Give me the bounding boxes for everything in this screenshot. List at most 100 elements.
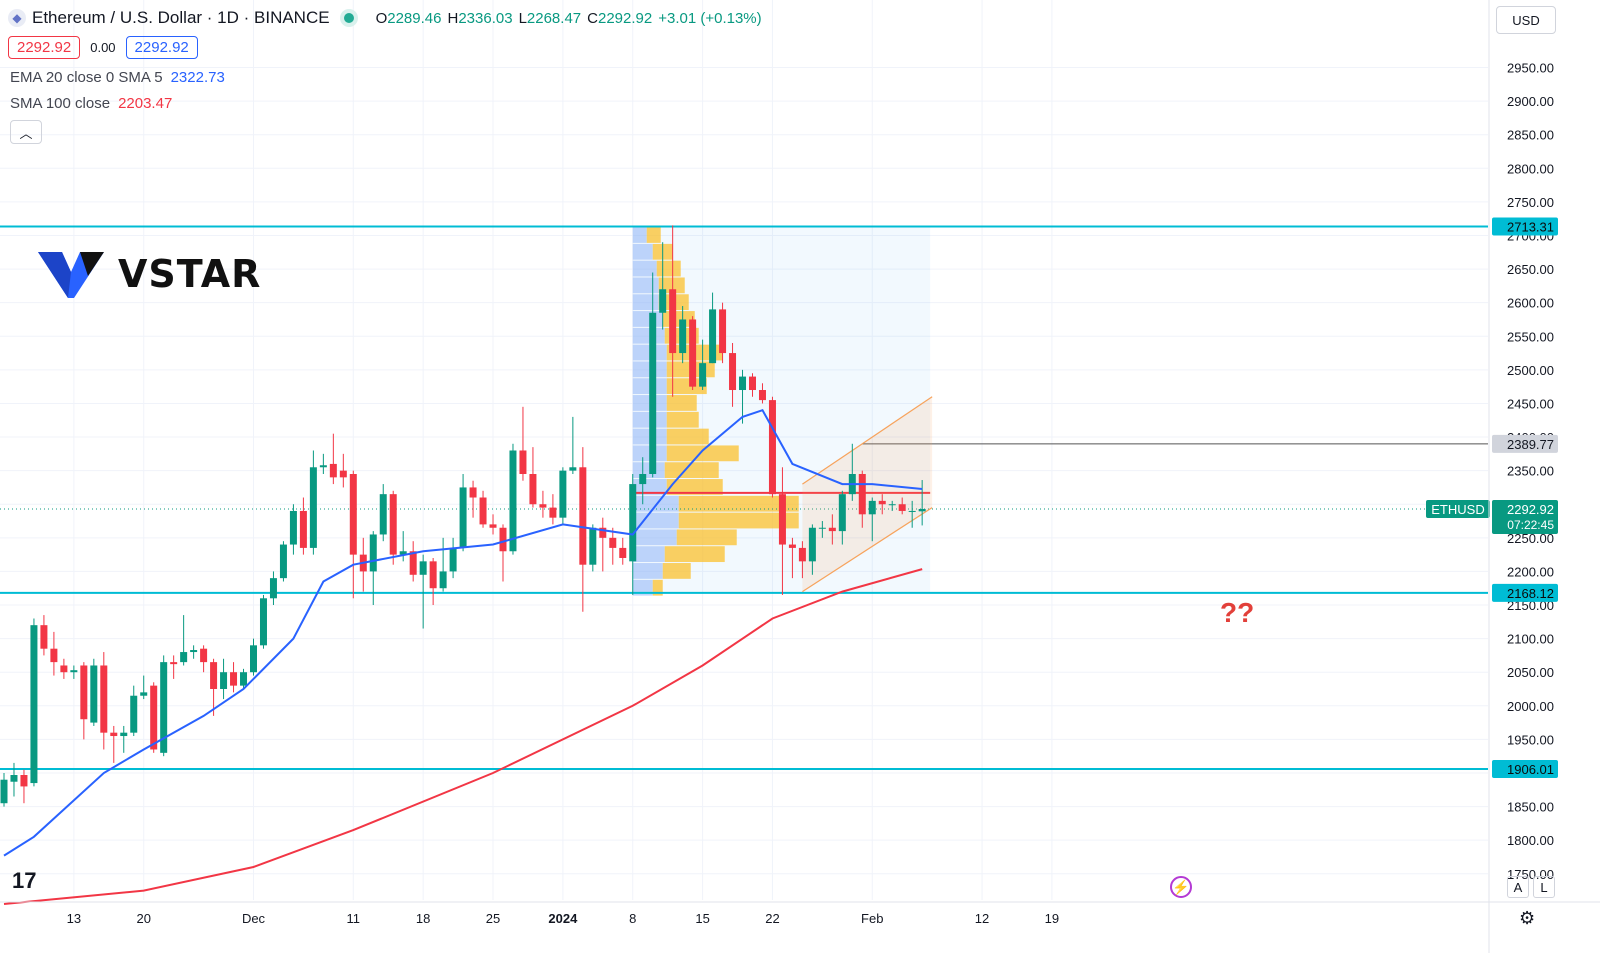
candle-body — [619, 547, 627, 558]
candle-body — [529, 474, 537, 505]
volume-profile-up-bar — [632, 227, 647, 243]
buy-button[interactable]: 2292.92 — [125, 36, 198, 59]
currency-selector[interactable]: USD — [1496, 6, 1556, 34]
volume-profile-up-bar — [632, 311, 663, 327]
candle-body — [250, 645, 257, 673]
price-tick-label: 1800.00 — [1507, 833, 1554, 848]
gear-icon[interactable]: ⚙ — [1519, 908, 1536, 928]
volume-profile-down-bar — [666, 479, 723, 495]
time-tick-label: 18 — [416, 911, 430, 926]
volume-profile-down-bar — [678, 495, 799, 512]
time-tick-label: 22 — [765, 911, 779, 926]
candle-body — [140, 692, 148, 696]
candle-body — [868, 500, 876, 515]
candle-body — [90, 665, 98, 723]
level-price-tag: 2713.31 — [1507, 220, 1554, 235]
price-tick-label: 2750.00 — [1507, 195, 1554, 210]
volume-profile-down-bar — [666, 445, 739, 462]
flash-icon[interactable]: ⚡ — [1170, 876, 1192, 898]
open-value: 2289.46 — [387, 9, 442, 27]
candle-body — [349, 474, 357, 555]
candle-body — [709, 309, 717, 364]
candle-body — [778, 494, 786, 545]
high-value: 2336.03 — [458, 9, 513, 27]
candle-body — [898, 504, 906, 511]
candle-body — [319, 465, 327, 468]
candle-body — [180, 652, 188, 663]
auto-scale-button[interactable]: A — [1507, 876, 1529, 898]
candle-body — [339, 470, 347, 478]
symbol-tag: ETHUSD — [1431, 502, 1484, 517]
price-tick-label: 2850.00 — [1507, 128, 1554, 143]
level-price-tag: 2168.12 — [1507, 586, 1554, 601]
candle-body — [110, 732, 118, 737]
price-tick-label: 2800.00 — [1507, 161, 1554, 176]
candle-body — [379, 494, 387, 535]
symbol-title[interactable]: Ethereum / U.S. Dollar · 1D · BINANCE — [32, 8, 330, 27]
ethereum-icon: ◆ — [8, 9, 26, 27]
channel-upper-line — [802, 396, 933, 485]
candle-body — [60, 665, 68, 673]
last-price-tag: 2292.92 — [1507, 502, 1554, 517]
candle-body — [858, 474, 866, 515]
candle-body — [30, 625, 38, 784]
candle-body — [299, 510, 307, 548]
price-tick-label: 1850.00 — [1507, 800, 1554, 815]
time-tick-label: Dec — [242, 911, 266, 926]
candle-body — [160, 662, 168, 753]
candle-body — [439, 571, 447, 589]
indicator-sma[interactable]: SMA 100 close 2203.47 — [10, 95, 172, 112]
time-tick-label: 13 — [67, 911, 81, 926]
candle-body — [659, 289, 667, 313]
candle-body — [639, 474, 647, 485]
candle-body — [10, 775, 18, 782]
price-tick-label: 2600.00 — [1507, 296, 1554, 311]
bar-countdown-tag: 07:22:45 — [1507, 518, 1554, 532]
market-status-dot[interactable] — [343, 13, 354, 23]
indicator-ema-value: 2322.73 — [170, 69, 225, 86]
price-tick-label: 1950.00 — [1507, 732, 1554, 747]
volume-profile-up-bar — [632, 495, 679, 512]
sma-line — [3, 568, 923, 905]
tradingview-logo-icon[interactable]: 17 — [12, 868, 37, 893]
price-channel — [802, 396, 933, 593]
volume-profile-up-bar — [632, 462, 665, 479]
chart-legend: ◆ Ethereum / U.S. Dollar · 1D · BINANCE … — [8, 6, 762, 30]
candle-body — [100, 665, 108, 733]
candle-body — [469, 487, 477, 498]
candle-body — [210, 662, 218, 689]
candle-body — [539, 504, 547, 508]
last-price-tag-bg — [1492, 499, 1558, 534]
candle-body — [689, 319, 697, 387]
candle-body — [150, 685, 158, 750]
log-scale-button[interactable]: L — [1533, 876, 1555, 898]
indicator-ema[interactable]: EMA 20 close 0 SMA 5 2322.73 — [10, 69, 225, 86]
price-tick-label: 2250.00 — [1507, 531, 1554, 546]
candle-body — [190, 650, 198, 653]
indicator-ema-label: EMA 20 close 0 SMA 5 — [10, 69, 163, 86]
candle-body — [559, 470, 567, 518]
price-tick-label: 2050.00 — [1507, 665, 1554, 680]
candle-body — [699, 363, 707, 387]
candle-body — [599, 527, 607, 538]
volume-profile-down-bar — [664, 462, 719, 479]
candle-body — [589, 527, 597, 565]
channel-lower-line — [802, 507, 933, 593]
moving-averages — [3, 408, 923, 905]
candle-body — [230, 672, 238, 686]
collapse-legend-button[interactable]: ︿ — [10, 120, 42, 144]
candle-body — [798, 547, 806, 562]
chart-annotation: ?? — [1220, 597, 1255, 628]
candle-body — [20, 775, 28, 787]
time-tick-label: 2024 — [548, 911, 578, 926]
volume-profile-up-bar — [632, 529, 677, 546]
chevron-up-icon: ︿ — [19, 125, 33, 141]
volume-profile-down-bar — [656, 260, 681, 277]
candle-body — [509, 450, 517, 552]
sell-button[interactable]: 2292.92 — [8, 36, 81, 59]
candle-body — [579, 467, 587, 565]
candle-body — [399, 551, 407, 555]
vstar-watermark: VSTAR — [36, 248, 261, 300]
